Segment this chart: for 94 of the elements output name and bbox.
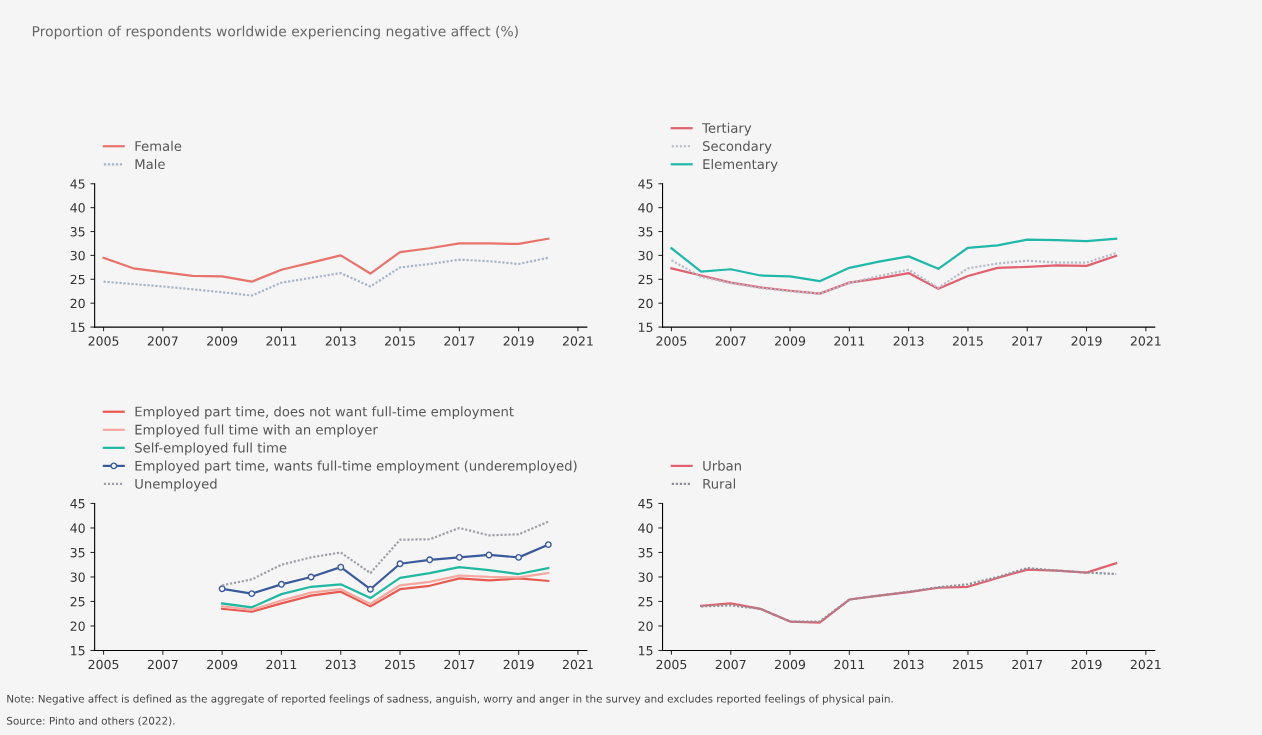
x-tick-label: 2011 (266, 659, 297, 670)
x-tick-label: 2017 (1012, 336, 1043, 346)
y-tick-label: 35 (70, 227, 85, 237)
line-series (670, 237, 1118, 283)
y-tick-label: 40 (638, 203, 653, 213)
y-tick-label: 35 (638, 547, 653, 558)
point (277, 580, 285, 588)
legend-label: Employed part time, does not want full-time employment (135, 406, 514, 420)
y-tick-label: 15 (638, 322, 653, 332)
point (515, 553, 523, 561)
legend-label: Female (135, 140, 182, 152)
legend-label: Self-employed full time (135, 442, 287, 456)
x-tick-label: 2009 (775, 659, 806, 670)
point (426, 556, 434, 564)
x-tick-label: 2011 (834, 659, 865, 670)
y-tick-label: 25 (70, 596, 85, 607)
point (396, 560, 404, 568)
point (544, 541, 552, 549)
y-tick-label: 40 (70, 523, 85, 533)
x-tick-label: 2021 (562, 336, 593, 346)
x-tick-label: 2021 (562, 659, 593, 670)
point (366, 585, 374, 593)
x-tick-label: 2017 (444, 336, 475, 346)
legend-label: Employed part time, wants full-time employment (underemployed) (135, 460, 577, 474)
point (218, 585, 226, 593)
legend-label: Secondary (703, 140, 772, 154)
y-tick-label: 30 (638, 572, 653, 582)
y-tick-label: 25 (70, 274, 85, 285)
point (337, 563, 345, 571)
x-tick-label: 2007 (715, 336, 746, 346)
legend-label: Unemployed (135, 478, 217, 492)
x-tick-label: 2021 (1130, 659, 1161, 670)
y-tick-label: 15 (71, 322, 85, 332)
point (248, 590, 256, 598)
x-tick-label: 2015 (385, 659, 415, 670)
y-tick-label: 20 (70, 298, 85, 309)
y-tick-label: 20 (638, 298, 653, 309)
x-tick-label: 2021 (1130, 336, 1161, 346)
x-tick-label: 2015 (952, 336, 983, 346)
x-tick-label: 2007 (147, 336, 178, 346)
chart-title: Proportion of respondents worldwide experiencing negative affect (%) (32, 25, 518, 40)
x-tick-label: 2005 (656, 336, 687, 346)
x-tick-label: 2017 (1012, 659, 1043, 670)
y-tick-label: 15 (638, 646, 653, 656)
x-tick-label: 2013 (893, 336, 924, 346)
text: Note: Negative affect is defined as the aggregate of reported feelings of sadness, anguish, worry and anger in the survey and excludes reported feelings of physical pain. (7, 694, 893, 705)
x-tick-label: 2007 (147, 659, 178, 670)
y-tick-label: 45 (638, 499, 653, 509)
point (307, 573, 315, 581)
legend-label: Elementary (703, 158, 778, 172)
legend-label: Urban (703, 460, 741, 471)
point (455, 553, 463, 561)
x-tick-label: 2019 (503, 336, 534, 346)
x-tick-label: 2013 (325, 336, 356, 346)
y-tick-label: 45 (70, 179, 85, 189)
line-series (102, 237, 550, 283)
x-tick-label: 2015 (952, 659, 983, 670)
legend-label: Rural (703, 478, 736, 489)
x-tick-label: 2019 (503, 659, 534, 670)
y-tick-label: 45 (638, 179, 653, 189)
y-tick-label: 40 (638, 523, 653, 533)
x-tick-label: 2013 (325, 659, 356, 670)
y-tick-label: 35 (638, 227, 653, 237)
y-tick-label: 20 (70, 621, 85, 631)
x-tick-label: 2011 (834, 336, 865, 346)
legend-label: Male (135, 158, 165, 170)
line-series (102, 256, 550, 297)
line-series (221, 577, 550, 613)
y-tick-label: 25 (638, 596, 653, 607)
y-tick-label: 25 (638, 274, 653, 285)
y-tick-label: 30 (638, 250, 653, 261)
x-tick-label: 2007 (715, 659, 746, 670)
x-tick-label: 2009 (775, 336, 806, 346)
legend-label: Tertiary (702, 122, 752, 136)
y-tick-label: 45 (70, 499, 85, 509)
y-tick-label: 30 (70, 250, 85, 261)
x-tick-label: 2019 (1071, 336, 1102, 346)
x-tick-label: 2015 (385, 336, 415, 346)
source-note: Source: Pinto and others (2022). (7, 716, 175, 726)
x-tick-label: 2019 (1071, 659, 1102, 670)
x-tick-label: 2009 (207, 659, 238, 670)
y-tick-label: 20 (638, 621, 653, 631)
y-tick-label: 35 (70, 547, 85, 558)
legend-label: Employed full time with an employer (135, 424, 378, 438)
x-tick-label: 2017 (444, 659, 475, 670)
y-tick-label: 40 (70, 203, 85, 213)
x-tick-label: 2013 (893, 659, 924, 670)
y-tick-label: 30 (70, 572, 85, 582)
x-tick-label: 2005 (88, 336, 119, 346)
y-tick-label: 15 (71, 646, 85, 656)
x-tick-label: 2005 (656, 659, 687, 670)
x-tick-label: 2009 (207, 336, 238, 346)
x-tick-label: 2011 (266, 336, 297, 346)
x-tick-label: 2005 (88, 659, 119, 670)
